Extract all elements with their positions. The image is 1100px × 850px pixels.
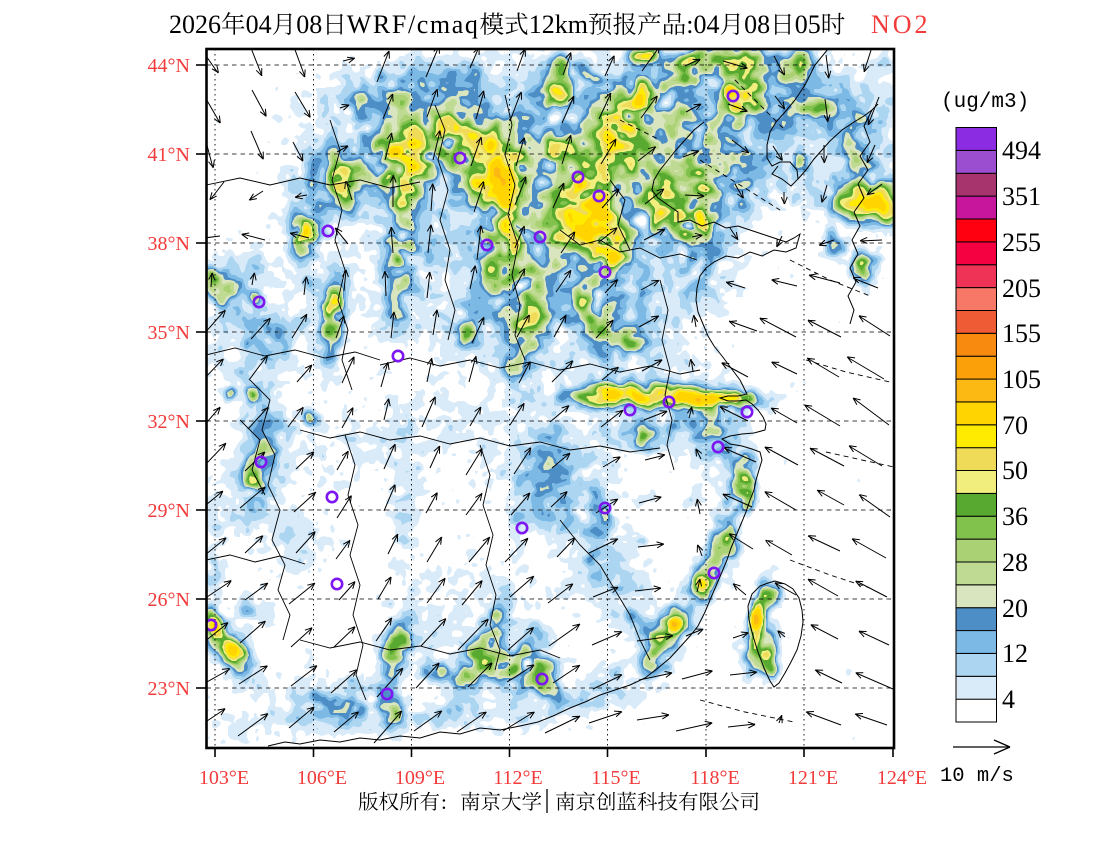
svg-text:4: 4 xyxy=(1002,685,1015,714)
svg-text:205: 205 xyxy=(1002,274,1041,303)
svg-text:23°N: 23°N xyxy=(148,678,190,700)
svg-text:(ug/m3): (ug/m3) xyxy=(941,91,1029,114)
svg-text:351: 351 xyxy=(1002,182,1041,211)
svg-text:26°N: 26°N xyxy=(148,589,190,611)
svg-text:155: 155 xyxy=(1002,319,1041,348)
svg-text:121°E: 121°E xyxy=(788,767,838,789)
svg-text:255: 255 xyxy=(1002,228,1041,257)
svg-text:28: 28 xyxy=(1002,548,1028,577)
svg-text:08: 08 xyxy=(744,10,770,39)
svg-text:2026: 2026 xyxy=(169,10,221,39)
svg-text:05: 05 xyxy=(795,10,821,39)
svg-text:38°N: 38°N xyxy=(148,233,190,255)
svg-text:35°N: 35°N xyxy=(148,322,190,344)
svg-text:32°N: 32°N xyxy=(148,411,190,433)
svg-text:124°E: 124°E xyxy=(877,767,927,789)
svg-text:44°N: 44°N xyxy=(148,55,190,77)
svg-text::: : xyxy=(441,790,447,814)
svg-text:115°E: 115°E xyxy=(591,767,640,789)
svg-text:20: 20 xyxy=(1002,594,1028,623)
svg-text:10 m/s: 10 m/s xyxy=(940,765,1014,788)
svg-text::04: :04 xyxy=(686,10,719,39)
svg-text:494: 494 xyxy=(1002,136,1041,165)
svg-text:70: 70 xyxy=(1002,411,1028,440)
svg-text:08: 08 xyxy=(296,10,322,39)
svg-text:112°E: 112°E xyxy=(493,767,542,789)
svg-text:WRF/cmaq: WRF/cmaq xyxy=(347,10,480,39)
svg-text:105: 105 xyxy=(1002,365,1041,394)
svg-text:109°E: 109°E xyxy=(395,767,445,789)
svg-text:12: 12 xyxy=(1002,639,1028,668)
svg-text:36: 36 xyxy=(1002,502,1028,531)
svg-text:41°N: 41°N xyxy=(148,144,190,166)
svg-text:12km: 12km xyxy=(529,10,588,39)
svg-text:50: 50 xyxy=(1002,456,1028,485)
svg-text:103°E: 103°E xyxy=(199,767,249,789)
svg-text:118°E: 118°E xyxy=(690,767,739,789)
svg-text:04: 04 xyxy=(246,10,272,39)
svg-text:29°N: 29°N xyxy=(148,500,190,522)
svg-text:106°E: 106°E xyxy=(297,767,347,789)
svg-text:NO2: NO2 xyxy=(871,10,931,39)
